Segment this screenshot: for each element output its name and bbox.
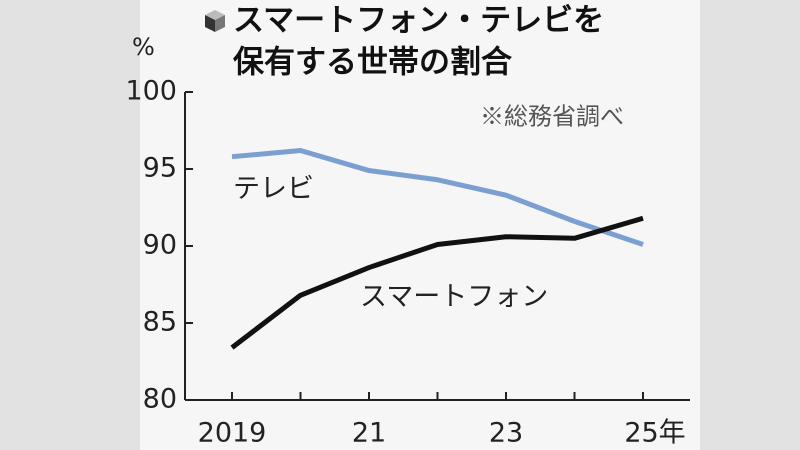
series-line (231, 148, 644, 247)
chart-title: 保有する世帯の割合 (233, 45, 512, 81)
y-tick-label: 80 (143, 384, 177, 415)
y-unit: % (132, 33, 155, 61)
y-tick-label: 95 (143, 153, 177, 184)
y-tick-label: 85 (143, 307, 177, 338)
y-tick-label: 100 (125, 76, 177, 107)
chart-title: スマートフォン・テレビを (233, 3, 604, 39)
x-tick-label: 23 (489, 418, 523, 449)
x-tick-label: 21 (352, 418, 386, 449)
x-tick-label: 25年 (624, 418, 685, 449)
y-tick-label: 90 (143, 230, 177, 261)
x-tick-label: 2019 (198, 418, 267, 449)
series-label: テレビ (233, 174, 314, 205)
panel (140, 0, 700, 450)
source-note: ※総務省調べ (480, 103, 624, 131)
title-icon (205, 10, 225, 32)
series-line (230, 215, 644, 350)
series-label: スマートフォン (360, 282, 548, 313)
